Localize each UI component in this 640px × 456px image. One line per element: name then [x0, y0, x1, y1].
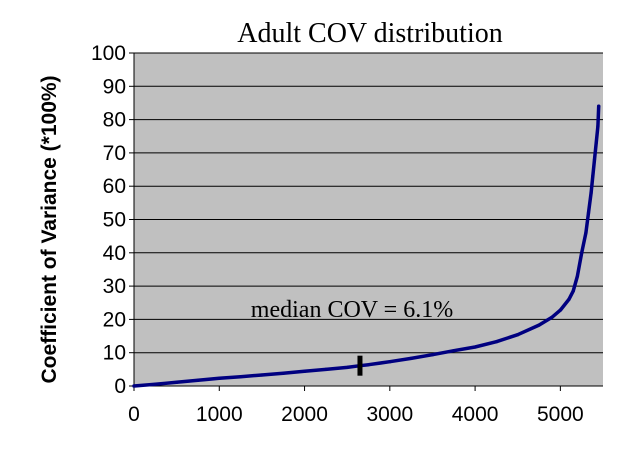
data-point	[409, 356, 413, 360]
data-point	[596, 124, 600, 128]
grid-lines	[134, 52, 603, 354]
y-tick-labels: 0 10 20 30 40 50 60 70 80 90 100	[91, 42, 126, 398]
x-tick-label: 4000	[452, 403, 499, 426]
data-point	[584, 231, 588, 235]
y-tick-label: 60	[103, 175, 126, 198]
data-point	[591, 174, 595, 178]
data-point	[132, 384, 136, 388]
median-annotation-label: median COV = 6.1%	[251, 297, 453, 323]
data-point	[597, 104, 601, 108]
data-point	[589, 191, 593, 195]
x-tick-label: 2000	[281, 403, 328, 426]
data-point	[550, 315, 554, 320]
y-tick-label: 50	[103, 209, 126, 232]
data-point	[153, 382, 157, 386]
data-point	[324, 367, 328, 371]
data-point	[452, 349, 456, 353]
data-point	[217, 376, 221, 380]
y-tick-label: 10	[103, 342, 126, 365]
y-tick-label: 80	[103, 109, 126, 132]
data-point	[345, 365, 349, 369]
data-point	[571, 289, 575, 293]
x-tick-label: 3000	[366, 403, 413, 426]
data-point	[366, 363, 371, 367]
x-tick-label: 1000	[196, 403, 243, 426]
data-point	[430, 353, 435, 357]
y-tick-label: 90	[103, 75, 126, 98]
y-tick-label: 20	[103, 308, 126, 331]
data-point	[586, 211, 591, 215]
annotation-group: median COV = 6.1%	[251, 297, 453, 376]
y-tick-label: 0	[114, 375, 126, 398]
data-point	[388, 360, 392, 364]
chart-title: Adult COV distribution	[237, 18, 503, 49]
data-point	[594, 141, 598, 145]
data-point	[281, 371, 285, 375]
data-point	[558, 308, 562, 312]
data-point	[575, 274, 580, 278]
y-tick-label: 70	[103, 142, 126, 165]
x-tick-label: 5000	[537, 403, 584, 426]
data-point	[580, 251, 584, 255]
data-point	[537, 323, 541, 327]
data-point	[516, 333, 520, 337]
data-point	[260, 373, 264, 377]
x-tick-label: 0	[128, 403, 140, 426]
series-points	[132, 104, 601, 388]
data-point	[494, 340, 499, 344]
axes	[129, 52, 603, 391]
data-point	[567, 297, 571, 302]
x-tick-labels: 0 1000 2000 3000 4000 5000	[128, 403, 584, 426]
data-point	[473, 345, 477, 349]
data-point	[302, 369, 307, 373]
data-point	[592, 157, 597, 162]
y-tick-label: 40	[103, 242, 126, 265]
data-point	[238, 375, 243, 379]
data-point	[196, 378, 200, 382]
y-axis-label: Coefficient of Variance (*100%)	[38, 75, 61, 383]
y-tick-label: 100	[91, 42, 126, 65]
data-point	[175, 380, 179, 384]
y-tick-label: 30	[103, 275, 126, 298]
